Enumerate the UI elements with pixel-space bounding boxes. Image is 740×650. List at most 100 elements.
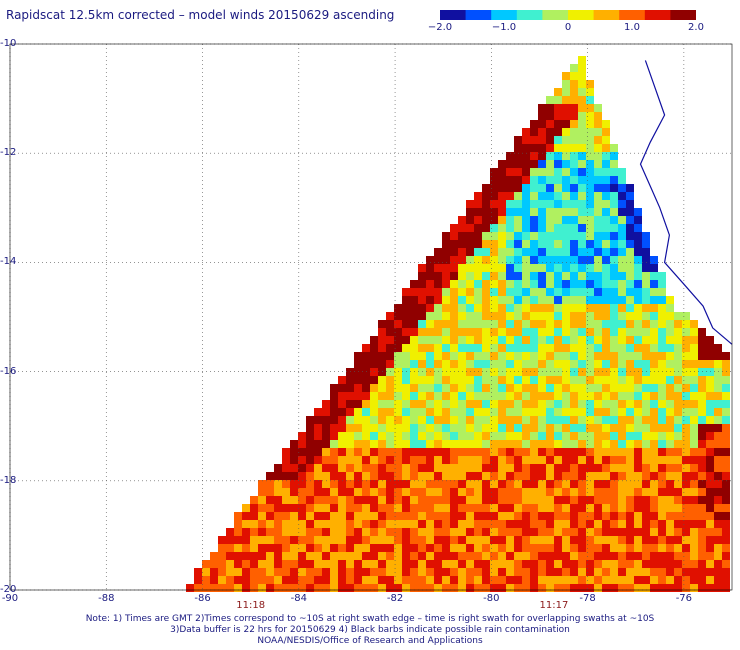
wind-cell	[258, 480, 266, 488]
wind-cell	[394, 472, 402, 480]
wind-cell	[578, 280, 586, 288]
wind-cell	[546, 272, 554, 280]
wind-cell	[706, 560, 714, 568]
wind-cell	[626, 432, 634, 440]
wind-cell	[570, 264, 578, 272]
wind-cell	[634, 584, 642, 592]
wind-cell	[378, 456, 386, 464]
wind-cell	[410, 552, 418, 560]
wind-cell	[618, 576, 626, 584]
wind-cell	[450, 464, 458, 472]
wind-cell	[642, 392, 650, 400]
wind-cell	[690, 432, 698, 440]
wind-cell	[474, 448, 482, 456]
wind-cell	[626, 208, 634, 216]
wind-cell	[602, 376, 610, 384]
wind-cell	[546, 416, 554, 424]
wind-cell	[482, 552, 490, 560]
wind-cell	[514, 304, 522, 312]
wind-cell	[690, 488, 698, 496]
wind-cell	[514, 136, 522, 144]
wind-cell	[450, 528, 458, 536]
wind-cell	[722, 480, 730, 488]
wind-cell	[602, 408, 610, 416]
wind-cell	[722, 472, 730, 480]
wind-cell	[554, 448, 562, 456]
wind-cell	[570, 184, 578, 192]
wind-cell	[618, 184, 626, 192]
wind-cell	[658, 400, 666, 408]
wind-cell	[618, 520, 626, 528]
wind-cell	[410, 576, 418, 584]
wind-cell	[274, 536, 282, 544]
wind-cell	[274, 552, 282, 560]
wind-cell	[546, 512, 554, 520]
wind-cell	[370, 440, 378, 448]
wind-cell	[498, 232, 506, 240]
wind-cell	[538, 472, 546, 480]
wind-cell	[682, 528, 690, 536]
wind-cell	[698, 560, 706, 568]
map-title: Rapidscat 12.5km corrected – model winds…	[6, 8, 395, 22]
wind-cell	[514, 144, 522, 152]
wind-cell	[362, 432, 370, 440]
wind-cell	[458, 312, 466, 320]
wind-cell	[706, 432, 714, 440]
wind-cell	[466, 296, 474, 304]
wind-cell	[450, 368, 458, 376]
wind-cell	[594, 232, 602, 240]
wind-cell	[266, 528, 274, 536]
wind-cell	[522, 440, 530, 448]
wind-cell	[642, 440, 650, 448]
colorbar	[440, 10, 696, 20]
wind-cell	[602, 192, 610, 200]
wind-cell	[570, 416, 578, 424]
wind-cell	[482, 272, 490, 280]
wind-cell	[594, 312, 602, 320]
wind-cell	[378, 336, 386, 344]
wind-cell	[618, 280, 626, 288]
wind-cell	[586, 248, 594, 256]
wind-cell	[594, 424, 602, 432]
wind-cell	[586, 152, 594, 160]
longitude-label: -80	[483, 593, 500, 604]
wind-cell	[514, 448, 522, 456]
wind-cell	[410, 520, 418, 528]
wind-cell	[666, 448, 674, 456]
wind-cell	[266, 536, 274, 544]
wind-cell	[346, 504, 354, 512]
wind-cell	[514, 512, 522, 520]
wind-cell	[298, 504, 306, 512]
wind-cell	[282, 448, 290, 456]
wind-cell	[594, 216, 602, 224]
wind-cell	[434, 272, 442, 280]
wind-cell	[458, 416, 466, 424]
wind-cell	[626, 296, 634, 304]
wind-cell	[538, 552, 546, 560]
wind-cell	[650, 536, 658, 544]
wind-cell	[682, 464, 690, 472]
wind-cell	[394, 336, 402, 344]
wind-cell	[434, 360, 442, 368]
wind-cell	[610, 424, 618, 432]
wind-cell	[306, 488, 314, 496]
wind-cell	[578, 96, 586, 104]
wind-cell	[466, 280, 474, 288]
wind-cell	[586, 120, 594, 128]
latitude-label: -10	[0, 38, 17, 49]
wind-cell	[578, 136, 586, 144]
wind-cell	[530, 232, 538, 240]
wind-cell	[514, 256, 522, 264]
wind-cell	[618, 456, 626, 464]
wind-cell	[474, 360, 482, 368]
wind-cell	[522, 344, 530, 352]
wind-cell	[498, 408, 506, 416]
wind-cell	[674, 408, 682, 416]
wind-cell	[434, 376, 442, 384]
wind-cell	[426, 480, 434, 488]
wind-cell	[650, 304, 658, 312]
wind-cell	[322, 584, 330, 592]
wind-cell	[634, 336, 642, 344]
wind-cell	[554, 536, 562, 544]
